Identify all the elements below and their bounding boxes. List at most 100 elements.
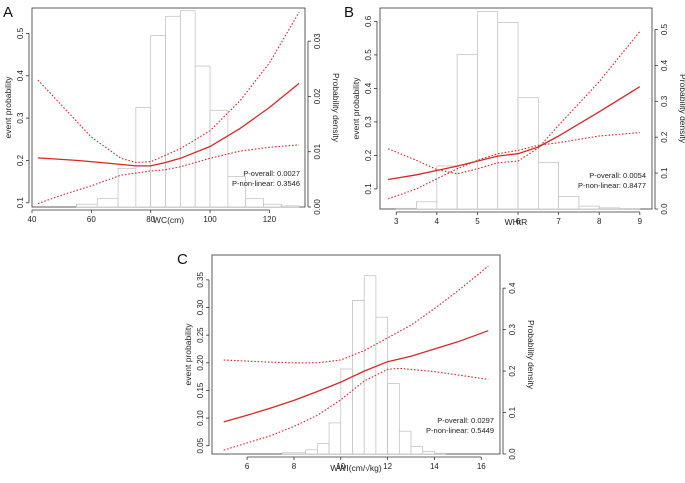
- fit-line: [37, 82, 300, 167]
- y2-tick-label: 0.0: [660, 203, 669, 215]
- y-tick-label: 0.5: [16, 27, 25, 39]
- y2-tick-label: 0.0: [508, 448, 517, 460]
- x-tick-label: 9: [638, 217, 643, 226]
- p-overall-annotation: P-overall: 0.0297: [437, 416, 494, 425]
- x-tick-label: 8: [597, 217, 602, 226]
- y-tick-label: 0.30: [196, 299, 205, 315]
- x-tick-label: 40: [28, 215, 37, 224]
- x-tick-label: 6: [516, 217, 521, 226]
- histogram-bar: [150, 35, 166, 208]
- histogram-bar: [227, 176, 247, 208]
- histogram-bar: [363, 275, 377, 455]
- x-tick-label: 7: [556, 217, 561, 226]
- x-tick-label: 100: [203, 215, 217, 224]
- y-tick-label: 0.10: [196, 410, 205, 426]
- histogram-bar: [477, 11, 499, 210]
- histogram-bar: [165, 15, 181, 208]
- x-tick-label: 120: [263, 215, 277, 224]
- histogram-bar: [416, 201, 438, 210]
- histogram-bar: [76, 203, 98, 208]
- fit-line: [387, 86, 641, 181]
- y-tick-label: 0.35: [196, 272, 205, 288]
- y2-axis-label: Probability density: [331, 73, 341, 143]
- x-axis-label: WHtR: [505, 217, 528, 227]
- y2-tick-label: 0.1: [508, 406, 517, 418]
- histogram-bar: [410, 446, 424, 455]
- fit-line: [223, 330, 489, 423]
- ci-upper-line: [223, 265, 489, 364]
- x-tick-label: 10: [336, 462, 345, 471]
- histogram-bar: [352, 300, 365, 455]
- y-tick-label: 0.6: [364, 15, 373, 27]
- histogram-bar: [280, 205, 300, 208]
- y-tick-label: 0.4: [16, 70, 25, 82]
- p-overall-annotation: P-overall: 0.0054: [589, 171, 646, 180]
- y2-tick-label: 0.1: [660, 167, 669, 179]
- y-tick-label: 0.1: [364, 183, 373, 195]
- p-nonlinear-annotation: P-non-linear: 0.3546: [232, 179, 300, 188]
- y-tick-label: 0.20: [196, 354, 205, 370]
- histogram-bar: [436, 165, 458, 210]
- histogram-bar: [194, 65, 211, 208]
- histogram-bar: [305, 449, 318, 455]
- y-tick-label: 0.1: [16, 197, 25, 209]
- y-tick-label: 0.4: [364, 82, 373, 94]
- x-axis-label: WWI(cm/√kg): [330, 463, 382, 473]
- y2-tick-label: 0.4: [660, 59, 669, 71]
- histogram-bar: [317, 443, 330, 455]
- x-tick-label: 60: [87, 215, 96, 224]
- x-tick-label: 3: [394, 217, 399, 226]
- y-axis-label: event probability: [183, 323, 193, 386]
- histogram-bar: [209, 109, 229, 208]
- p-nonlinear-annotation: P-non-linear: 0.8477: [578, 181, 646, 190]
- y-axis-label: event probability: [351, 77, 361, 140]
- ci-lower-line: [37, 144, 300, 205]
- x-tick-label: 6: [245, 462, 250, 471]
- histogram-bar: [180, 10, 196, 208]
- ci-upper-line: [387, 31, 641, 175]
- histogram-bar: [281, 452, 307, 455]
- y2-tick-label: 0.2: [660, 131, 669, 143]
- histogram-bar: [598, 207, 620, 210]
- y2-axis-label: Probability density: [526, 320, 536, 390]
- histogram-bar: [395, 207, 417, 210]
- histogram-bar: [422, 451, 435, 455]
- y2-tick-label: 0.5: [660, 23, 669, 35]
- x-tick-label: 4: [435, 217, 440, 226]
- y2-tick-label: 0.00: [313, 199, 322, 215]
- y2-tick-label: 0.4: [508, 282, 517, 294]
- histogram-bar: [117, 167, 137, 208]
- x-tick-label: 8: [292, 462, 297, 471]
- y-tick-label: 0.15: [196, 382, 205, 398]
- y-tick-label: 0.05: [196, 437, 205, 453]
- histogram-bar: [245, 198, 264, 208]
- histogram-bar: [558, 196, 580, 210]
- x-tick-label: 80: [146, 215, 155, 224]
- histogram-bar: [537, 161, 559, 210]
- histogram-bar: [434, 452, 447, 455]
- y2-tick-label: 0.02: [313, 88, 322, 104]
- histogram-bar: [398, 430, 412, 455]
- histogram-bar: [328, 422, 342, 455]
- y-tick-label: 0.5: [364, 49, 373, 61]
- x-axis-label: WC(cm): [153, 215, 184, 225]
- p-overall-annotation: P-overall: 0.0027: [243, 169, 300, 178]
- y-tick-label: 0.3: [16, 112, 25, 124]
- histogram-bar: [387, 383, 400, 455]
- x-tick-label: 5: [475, 217, 480, 226]
- y-tick-label: 0.2: [16, 154, 25, 166]
- histogram-bar: [96, 198, 119, 208]
- panel-letter: A: [3, 4, 13, 21]
- y2-tick-label: 0.03: [313, 33, 322, 49]
- ci-upper-line: [37, 11, 300, 164]
- y-tick-label: 0.25: [196, 327, 205, 343]
- histogram-bar: [456, 54, 478, 210]
- p-nonlinear-annotation: P-non-linear: 0.5449: [426, 426, 494, 435]
- y2-tick-label: 0.3: [660, 95, 669, 107]
- y2-axis-label: Probability density: [678, 74, 685, 144]
- y2-tick-label: 0.2: [508, 365, 517, 377]
- x-tick-label: 12: [383, 462, 392, 471]
- panel-a: A 40 60 80 100 120 0.1 0.2 0.3 0.4 0.5 0.00 0.01 0.02…: [3, 4, 341, 225]
- histogram-bar: [375, 316, 388, 455]
